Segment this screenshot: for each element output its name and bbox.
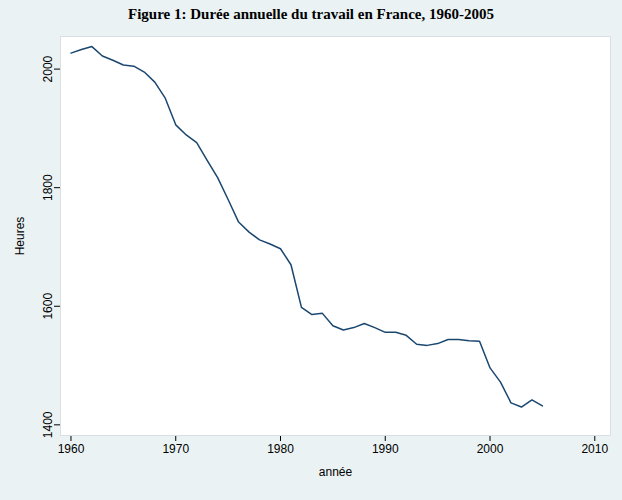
svg-text:année: année [319,465,353,479]
svg-text:1960: 1960 [58,442,85,456]
svg-text:2010: 2010 [581,442,608,456]
svg-text:2000: 2000 [41,55,55,82]
svg-text:1400: 1400 [41,411,55,438]
svg-text:1800: 1800 [41,174,55,201]
svg-text:2000: 2000 [477,442,504,456]
svg-text:1990: 1990 [372,442,399,456]
html-text:Figure 1: Durée annuelle du tr: Figure 1: Durée annuelle du travail en F… [128,6,494,22]
svg-text:Heures: Heures [13,217,27,256]
svg-text:1600: 1600 [41,293,55,320]
svg-text:1980: 1980 [267,442,294,456]
svg-text:1970: 1970 [162,442,189,456]
